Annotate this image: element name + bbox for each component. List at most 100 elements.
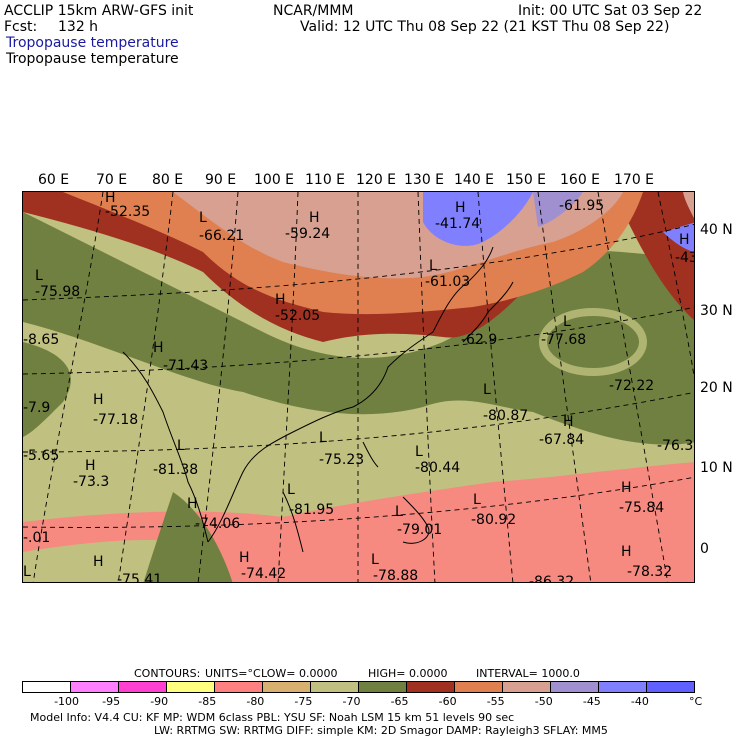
colorbar-tick-label: -95 xyxy=(102,695,121,708)
annotation-value: -75.98 xyxy=(35,284,80,300)
field-title-secondary: Tropopause temperature xyxy=(6,51,179,67)
annotation-L: L xyxy=(199,210,207,226)
annotation-L: L xyxy=(483,382,491,398)
annotation-value: -61.95 xyxy=(559,198,604,214)
annotation-H: H xyxy=(93,392,104,408)
annotation-value: -73.3 xyxy=(73,474,109,490)
annotation-value: -61.03 xyxy=(425,274,470,290)
lon-label: 170 E xyxy=(614,172,655,188)
coastlines xyxy=(122,246,514,553)
annotation-L: L xyxy=(429,258,437,274)
high-label: HIGH= 0.0000 xyxy=(368,667,448,680)
annotation-value: -67.84 xyxy=(539,432,584,448)
annotation-L: L xyxy=(35,268,43,284)
contours-label: CONTOURS: xyxy=(134,667,201,680)
colorbar-swatch xyxy=(215,682,263,692)
annotation-value: -41.74 xyxy=(435,216,480,232)
lat-label: 0 xyxy=(700,541,709,557)
fcst-label: Fcst: xyxy=(4,19,38,35)
colorbar-tick-label: -70 xyxy=(342,695,361,708)
colorbar-swatch xyxy=(263,682,311,692)
colorbar-swatch xyxy=(599,682,647,692)
annotation-L: L xyxy=(473,492,481,508)
model-info-line-2: LW: RRTMG SW: RRTMG DIFF: simple KM: 2D … xyxy=(154,724,608,737)
colorbar-tick-label: -55 xyxy=(486,695,505,708)
lon-label: 120 E xyxy=(356,172,397,188)
swirl-feature xyxy=(539,308,647,376)
colorbar-swatch xyxy=(167,682,215,692)
annotation-H: H xyxy=(621,480,632,496)
annotation-H: H xyxy=(455,200,466,216)
annotation-L: L xyxy=(23,564,31,580)
colorbar-tick-label: -60 xyxy=(438,695,457,708)
annotation-value: -43 xyxy=(675,250,695,266)
field-band-45-50 xyxy=(533,192,583,227)
colorbar-tick-label: -40 xyxy=(630,695,649,708)
lon-label: 80 E xyxy=(152,172,184,188)
lon-label: 110 E xyxy=(305,172,346,188)
annotation-L: L xyxy=(371,552,379,568)
colorbar-swatch xyxy=(359,682,407,692)
annotation-value: -75.41 xyxy=(117,572,162,583)
colorbar-tick-label: -85 xyxy=(198,695,217,708)
lon-label: 130 E xyxy=(404,172,445,188)
annotation-H: H xyxy=(93,554,104,570)
annotation-value: -7.9 xyxy=(23,400,50,416)
annotation-value: -71.43 xyxy=(163,358,208,374)
annotation-value: -76.3 xyxy=(657,438,693,454)
annotation-H: H xyxy=(85,458,96,474)
units-label: UNITS=°C xyxy=(205,667,261,680)
annotation-value: -77.68 xyxy=(541,332,586,348)
annotation-L: L xyxy=(395,504,403,520)
annotation-value: -78.32 xyxy=(627,564,672,580)
annotation-value: -.01 xyxy=(23,530,50,546)
init-time: Init: 00 UTC Sat 03 Sep 22 xyxy=(518,3,703,19)
annotation-L: L xyxy=(563,314,571,330)
colorbar-tick-label: -75 xyxy=(294,695,313,708)
field-band-65-70-south xyxy=(143,492,233,582)
annotation-H: H xyxy=(105,192,116,206)
annotation-H: H xyxy=(153,340,164,356)
model-info-line-1: Model Info: V4.4 CU: KF MP: WDM 6class P… xyxy=(30,711,515,724)
low-label: LOW= 0.0000 xyxy=(261,667,338,680)
colorbar-tick-label: °C xyxy=(689,695,703,708)
field-band-65-70-west xyxy=(23,342,71,437)
center-name: NCAR/MMM xyxy=(273,3,354,19)
annotation-value: -80.92 xyxy=(471,512,516,528)
annotation-value: -66.21 xyxy=(199,228,244,244)
annotation-L: L xyxy=(287,482,295,498)
annotation-H: H xyxy=(621,544,632,560)
lat-label: 20 N xyxy=(700,380,733,396)
annotation-value: -78.88 xyxy=(373,568,418,583)
annotation-L: L xyxy=(177,438,185,454)
annotation-value: -5.65 xyxy=(23,448,59,464)
annotation-value: -81.95 xyxy=(289,502,334,518)
lon-label: 140 E xyxy=(454,172,495,188)
annotation-value: -79.01 xyxy=(397,522,442,538)
annotation-value: -8.65 xyxy=(23,332,59,348)
colorbar-swatch xyxy=(647,682,694,692)
annotation-value: -77.18 xyxy=(93,412,138,428)
annotation-value: -80.87 xyxy=(483,408,528,424)
colorbar-swatch xyxy=(551,682,599,692)
annotation-H: H xyxy=(563,414,574,430)
annotation-value: -52.35 xyxy=(105,204,150,220)
colorbar-swatch xyxy=(407,682,455,692)
colorbar-tick-label: -50 xyxy=(534,695,553,708)
lat-label: 30 N xyxy=(700,303,733,319)
annotation-value: -59.24 xyxy=(285,226,330,242)
interval-label: INTERVAL= 1000.0 xyxy=(476,667,580,680)
lon-label: 150 E xyxy=(506,172,547,188)
annotation-group: H -52.35 L -66.21 H -59.24 H -41.74 -61.… xyxy=(23,192,695,583)
field-band-50-55-east xyxy=(683,192,694,219)
colorbar-tick-label: -100 xyxy=(54,695,80,708)
lon-label: 160 E xyxy=(560,172,601,188)
lon-label: 100 E xyxy=(254,172,295,188)
colorbar xyxy=(22,681,695,693)
annotation-value: -52.05 xyxy=(275,308,320,324)
lon-label: 60 E xyxy=(38,172,70,188)
annotation-value: -75.84 xyxy=(619,500,664,516)
annotation-value: -74.42 xyxy=(241,566,286,582)
valid-time: Valid: 12 UTC Thu 08 Sep 22 (21 KST Thu … xyxy=(300,19,670,35)
field-band-40-45 xyxy=(423,192,533,246)
